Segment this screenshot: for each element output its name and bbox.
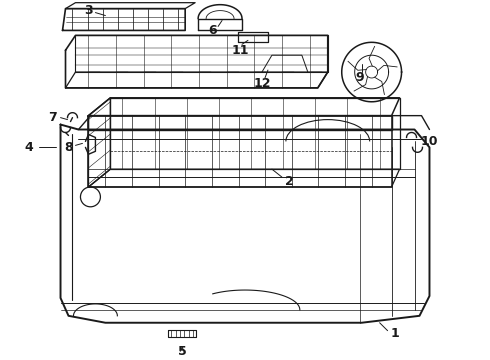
Text: 1: 1	[390, 327, 399, 340]
Text: 8: 8	[64, 141, 73, 154]
Text: 7: 7	[48, 111, 57, 124]
Text: 10: 10	[421, 135, 438, 148]
Text: 2: 2	[286, 175, 294, 188]
Text: 4: 4	[24, 141, 33, 154]
Text: 12: 12	[253, 77, 270, 90]
Text: 3: 3	[84, 4, 93, 17]
Text: 11: 11	[231, 44, 249, 57]
Text: 9: 9	[355, 72, 364, 85]
Text: 5: 5	[178, 345, 187, 358]
Text: 6: 6	[208, 24, 217, 37]
